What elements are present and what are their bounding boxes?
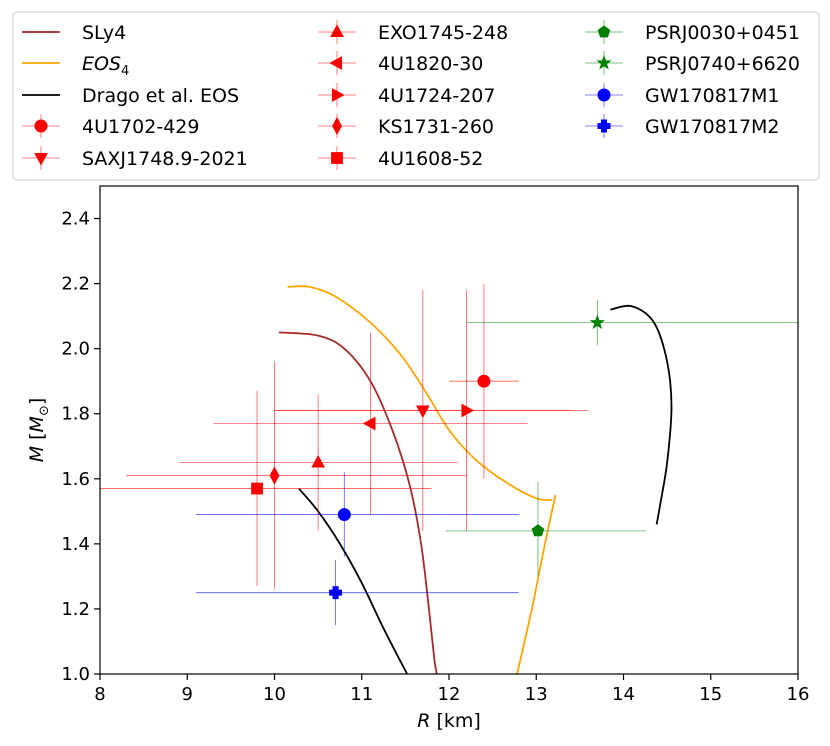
legend-label: PSRJ0740+6620 bbox=[645, 53, 800, 75]
legend-marker-4u1820-30 bbox=[329, 56, 342, 70]
point-4u1608-52 bbox=[251, 482, 263, 495]
x-tick-label: 11 bbox=[350, 684, 373, 705]
y-axis-var: M bbox=[26, 446, 48, 462]
point-gw170817m1 bbox=[337, 508, 351, 522]
legend-label: GW170817M2 bbox=[645, 116, 780, 138]
legend-marker-psrj0030-0451 bbox=[597, 25, 611, 38]
y-tick-label: 1.6 bbox=[61, 469, 90, 490]
point-4u1702-429 bbox=[477, 374, 491, 388]
legend-label: 4U1702-429 bbox=[82, 116, 199, 138]
y-tick-label: 1.2 bbox=[61, 599, 90, 620]
legend-entry: 4U1724-207 bbox=[318, 83, 495, 107]
y-tick-label: 1.4 bbox=[61, 534, 90, 555]
y-axis-label: M [M⊙] bbox=[26, 398, 52, 463]
legend-entry: GW170817M1 bbox=[585, 83, 780, 107]
legend: SLy4 EOS4 Drago et al. EOS 4U1702-429 SAXJ17… bbox=[12, 11, 820, 181]
curve-drago-et-al-eos bbox=[298, 487, 408, 674]
y-axis-unit-open: [ bbox=[26, 432, 48, 445]
legend-label: GW170817M1 bbox=[645, 85, 780, 107]
x-tick-label: 14 bbox=[612, 684, 635, 705]
point-4u1820-30 bbox=[362, 416, 376, 431]
x-tick-label: 12 bbox=[438, 684, 461, 705]
legend-label-main: EOS bbox=[82, 53, 121, 75]
y-tick-label: 2.0 bbox=[61, 339, 90, 360]
point-ks1731-260 bbox=[269, 466, 280, 485]
curve-sly4 bbox=[278, 331, 438, 674]
legend-frame bbox=[12, 11, 820, 181]
legend-entry: 4U1702-429 bbox=[22, 114, 199, 138]
x-tick-label: 10 bbox=[263, 684, 286, 705]
legend-label: Drago et al. EOS bbox=[82, 85, 239, 107]
legend-marker-gw170817m2 bbox=[597, 119, 611, 133]
legend-marker-4u1702-429 bbox=[34, 119, 48, 133]
axes: 8 9 10 11 12 13 14 15 16 1.0 1.2 1.4 1.6 1.8 2.0 2.2 2.4 bbox=[61, 209, 809, 705]
x-tick-label: 16 bbox=[787, 684, 810, 705]
legend-entry: KS1731-260 bbox=[318, 114, 494, 138]
legend-marker-ks1731-260 bbox=[332, 116, 342, 136]
y-tick-label: 1.0 bbox=[61, 664, 90, 685]
legend-entry: 4U1608-52 bbox=[318, 146, 483, 170]
point-psrj0740-6620 bbox=[589, 314, 606, 330]
y-tick-label: 1.8 bbox=[61, 404, 90, 425]
legend-entry: Drago et al. EOS bbox=[22, 85, 239, 107]
legend-entry: 4U1820-30 bbox=[318, 51, 483, 75]
point-exo1745-248 bbox=[311, 454, 325, 468]
legend-label: PSRJ0030+0451 bbox=[645, 22, 800, 44]
legend-marker-exo1745-248 bbox=[330, 24, 344, 37]
y-tick-label: 2.2 bbox=[61, 274, 90, 295]
x-tick-label: 15 bbox=[699, 684, 722, 705]
legend-label: 4U1820-30 bbox=[378, 53, 483, 75]
legend-entry: SAXJ1748.9-2021 bbox=[22, 146, 248, 170]
legend-marker-4u1608-52 bbox=[331, 152, 343, 164]
y-tick-label: 2.4 bbox=[61, 209, 90, 230]
legend-entry: SLy4 bbox=[22, 22, 126, 44]
legend-label: SLy4 bbox=[82, 22, 126, 44]
x-tick-label: 9 bbox=[182, 684, 193, 705]
legend-label: 4U1608-52 bbox=[378, 148, 483, 170]
point-gw170817m2 bbox=[329, 586, 343, 600]
legend-entry: EXO1745-248 bbox=[318, 20, 508, 44]
legend-entry: PSRJ0030+0451 bbox=[585, 20, 800, 44]
y-axis-unit-close: ] bbox=[26, 398, 48, 405]
x-axis-label: R [km] bbox=[417, 710, 481, 732]
x-axis-unit: [km] bbox=[430, 710, 480, 732]
y-axis-unit-sub: ⊙ bbox=[37, 405, 52, 416]
plot-area bbox=[99, 185, 799, 675]
x-axis-var: R bbox=[417, 710, 430, 732]
curve-eos4 bbox=[287, 285, 553, 502]
point-psrj0030-0451 bbox=[531, 524, 545, 537]
curve-eos4-branch bbox=[516, 494, 557, 674]
x-tick-label: 8 bbox=[94, 684, 105, 705]
legend-label: EXO1745-248 bbox=[378, 22, 508, 44]
legend-entry: EOS4 bbox=[22, 53, 129, 79]
point-saxj1748-9-2021 bbox=[415, 405, 430, 419]
legend-marker-saxj1748-9-2021 bbox=[34, 153, 48, 166]
legend-entry: PSRJ0740+6620 bbox=[585, 51, 800, 75]
legend-label-sub: 4 bbox=[121, 64, 129, 79]
point-4u1724-207 bbox=[461, 403, 475, 418]
legend-marker-gw170817m1 bbox=[597, 88, 611, 102]
legend-entry: GW170817M2 bbox=[585, 114, 780, 138]
y-axis-unit-var: M bbox=[26, 416, 48, 432]
curve-drago-et-al-eos-branch bbox=[610, 304, 673, 525]
legend-label: SAXJ1748.9-2021 bbox=[82, 148, 248, 170]
legend-marker-4u1724-207 bbox=[332, 88, 345, 102]
legend-label: 4U1724-207 bbox=[378, 85, 495, 107]
legend-label: EOS4 bbox=[82, 53, 129, 79]
legend-marker-psrj0740-6620 bbox=[596, 54, 612, 70]
legend-label: KS1731-260 bbox=[378, 116, 494, 138]
x-tick-label: 13 bbox=[525, 684, 548, 705]
